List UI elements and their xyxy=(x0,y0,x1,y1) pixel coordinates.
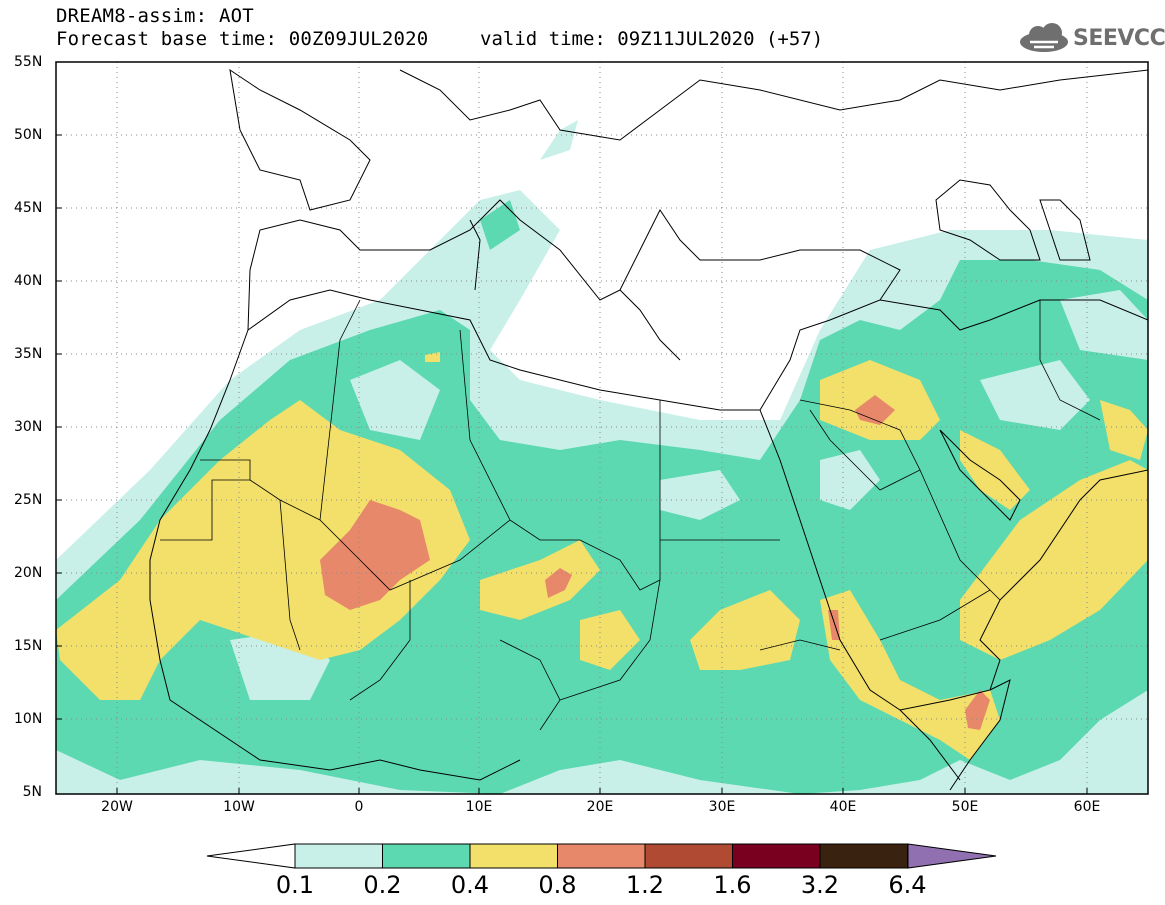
aot-fields xyxy=(56,62,1148,794)
lon-label: 30E xyxy=(708,799,736,815)
lon-label: 60E xyxy=(1073,799,1101,815)
lat-label: 15N xyxy=(14,638,43,654)
lon-label: 50E xyxy=(951,799,979,815)
lat-label: 55N xyxy=(14,54,43,70)
colorbar-swatch xyxy=(294,843,383,869)
colorbar-swatch xyxy=(469,843,558,869)
lat-label: 20N xyxy=(14,565,43,581)
colorbar-swatch xyxy=(644,843,733,869)
aot-level-0.4 xyxy=(56,352,1148,760)
map-frame xyxy=(55,61,1149,795)
map-title: DREAM8-assim: AOT xyxy=(56,5,254,27)
lon-label: 10E xyxy=(465,799,493,815)
colorbar-swatch xyxy=(382,843,471,869)
axis-ticks xyxy=(56,134,1088,794)
colorbar-label: 3.2 xyxy=(800,871,840,899)
colorbar-label: 0.8 xyxy=(538,871,577,899)
cloud-logo-icon xyxy=(1020,23,1068,52)
lat-label: 50N xyxy=(14,127,43,143)
graticule xyxy=(56,62,1148,794)
lon-label: 0 xyxy=(354,799,364,815)
coastlines xyxy=(149,68,1148,791)
colorbar-label: 0.2 xyxy=(363,871,402,899)
country-borders xyxy=(160,299,1101,731)
lat-label: 5N xyxy=(22,784,42,800)
lat-label: 10N xyxy=(14,711,43,727)
colorbar-label: 0.4 xyxy=(450,871,490,899)
colorbar-label: 1.6 xyxy=(713,871,752,899)
aot-level-0.8 xyxy=(320,395,990,730)
lon-label: 20E xyxy=(586,799,614,815)
lon-label: 10W xyxy=(223,799,255,815)
lat-label: 45N xyxy=(14,200,43,216)
valid-time: valid time: 09Z11JUL2020 (+57) xyxy=(480,28,824,50)
colorbar-swatch xyxy=(732,843,821,869)
colorbar-label: 1.2 xyxy=(625,871,665,899)
lon-label: 20W xyxy=(101,799,133,815)
lat-label: 35N xyxy=(14,346,43,362)
colorbar-label: 6.4 xyxy=(888,871,927,899)
colorbar-over-arrow xyxy=(907,843,997,869)
colorbar-label: 0.1 xyxy=(275,871,315,899)
lat-label: 30N xyxy=(14,419,43,435)
colorbar-swatch xyxy=(819,843,908,869)
colorbar xyxy=(206,843,997,869)
lon-label: 40E xyxy=(829,799,857,815)
colorbar-swatch xyxy=(557,843,646,869)
lat-label: 25N xyxy=(14,492,43,508)
logo-text: SEEVCCC xyxy=(1073,26,1165,51)
forecast-base-time: Forecast base time: 00Z09JUL2020 xyxy=(56,28,429,50)
lat-label: 40N xyxy=(14,273,43,289)
colorbar-under-arrow xyxy=(206,843,296,869)
